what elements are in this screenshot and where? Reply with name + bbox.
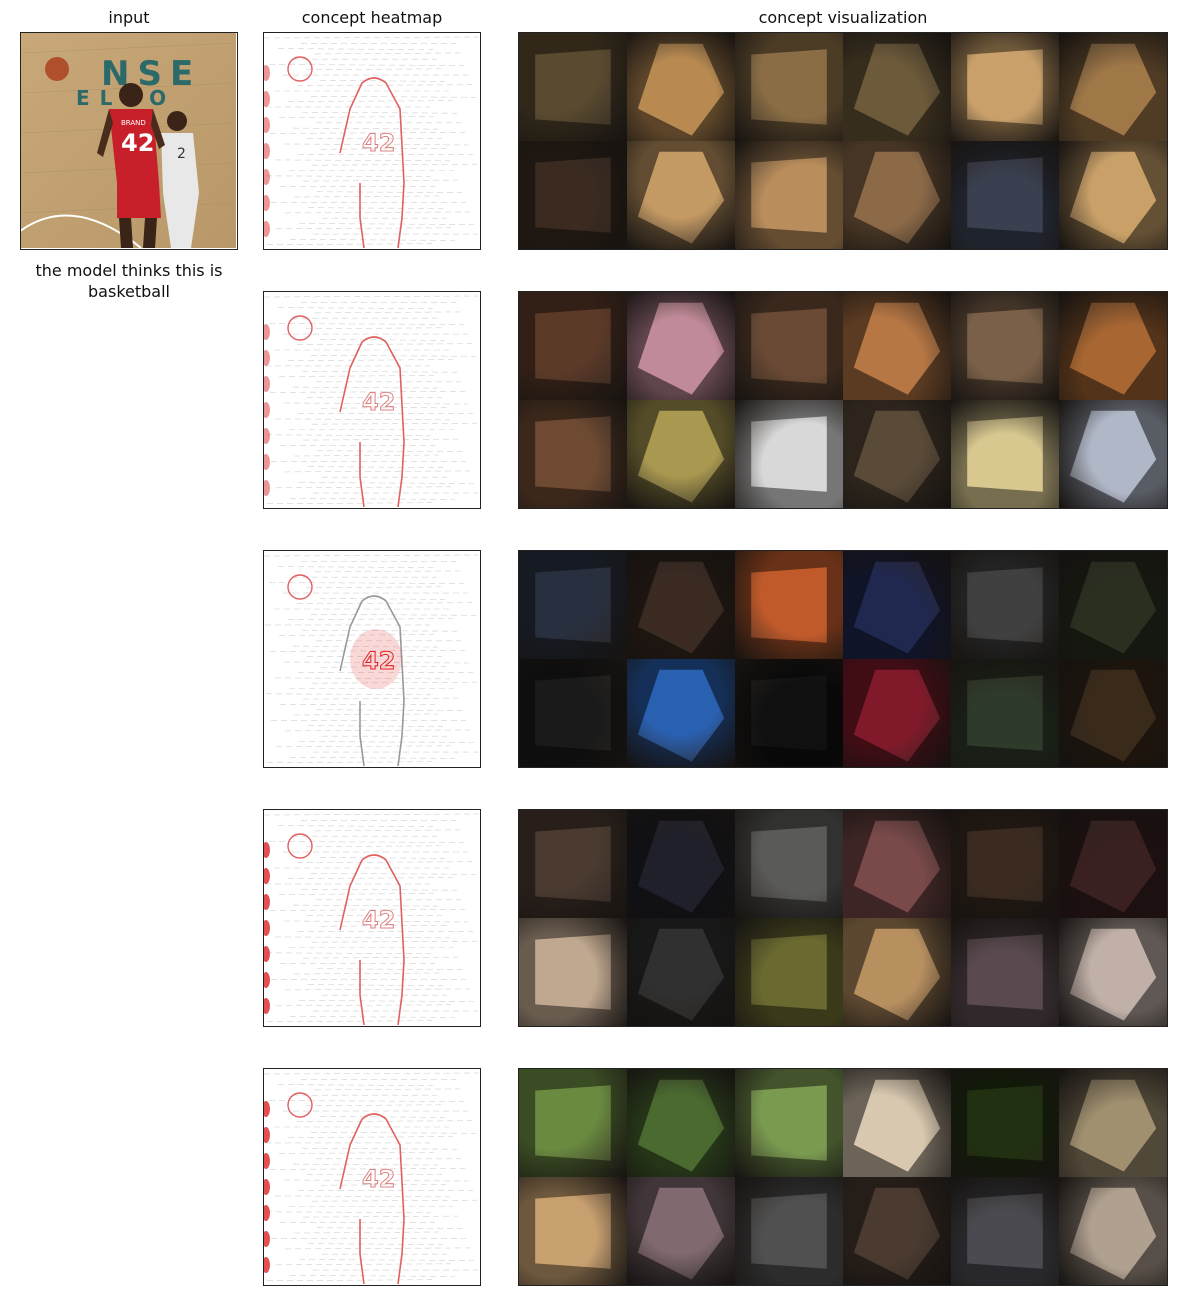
concept-image-tile bbox=[519, 33, 627, 141]
concept-image-tile bbox=[843, 810, 951, 918]
concept-heatmap: 42 bbox=[263, 550, 481, 768]
concept-image-tile bbox=[1059, 292, 1167, 400]
heatmap-header: concept heatmap bbox=[301, 8, 443, 27]
prediction-caption: the model thinks this is basketball bbox=[35, 261, 223, 301]
input-image: NSE ELHO 2 BRAND 42 bbox=[20, 32, 238, 250]
concept-visualization-grid bbox=[518, 809, 1168, 1027]
concept-image-tile bbox=[627, 659, 735, 767]
concept-image-tile bbox=[843, 659, 951, 767]
concept-image-tile bbox=[735, 400, 843, 508]
concept-image-tile bbox=[951, 659, 1059, 767]
concept-image-tile bbox=[627, 400, 735, 508]
jersey-name: BRAND bbox=[121, 119, 146, 127]
concept-image-tile bbox=[519, 1177, 627, 1285]
concept-image-tile bbox=[951, 1177, 1059, 1285]
concept-image-tile bbox=[951, 810, 1059, 918]
concept-heatmap: 42 bbox=[263, 809, 481, 1027]
concept-image-tile bbox=[1059, 810, 1167, 918]
svg-text:42: 42 bbox=[362, 129, 395, 157]
floor-text-1: NSE bbox=[101, 54, 201, 94]
jersey-number: 42 bbox=[121, 129, 154, 157]
concept-image-tile bbox=[843, 141, 951, 249]
concept-image-tile bbox=[627, 1069, 735, 1177]
concept-image-tile bbox=[627, 551, 735, 659]
concept-image-tile bbox=[735, 1069, 843, 1177]
svg-text:42: 42 bbox=[362, 647, 395, 675]
concept-heatmap: 42 bbox=[263, 1068, 481, 1286]
concept-image-tile bbox=[843, 551, 951, 659]
concept-visualization-grid bbox=[518, 550, 1168, 768]
concept-image-tile bbox=[1059, 551, 1167, 659]
concept-image-tile bbox=[843, 33, 951, 141]
concept-image-tile bbox=[951, 292, 1059, 400]
visualization-header: concept visualization bbox=[758, 8, 928, 27]
concept-image-tile bbox=[951, 918, 1059, 1026]
concept-image-tile bbox=[951, 141, 1059, 249]
concept-image-tile bbox=[627, 33, 735, 141]
concept-heatmap: 42 bbox=[263, 32, 481, 250]
concept-image-tile bbox=[1059, 1177, 1167, 1285]
concept-image-tile bbox=[1059, 400, 1167, 508]
concept-image-tile bbox=[951, 551, 1059, 659]
concept-image-tile bbox=[1059, 1069, 1167, 1177]
input-header: input bbox=[108, 8, 150, 27]
concept-image-tile bbox=[735, 141, 843, 249]
concept-image-tile bbox=[735, 551, 843, 659]
concept-image-tile bbox=[843, 292, 951, 400]
concept-image-tile bbox=[519, 292, 627, 400]
concept-image-tile bbox=[627, 292, 735, 400]
concept-image-tile bbox=[735, 33, 843, 141]
concept-image-tile bbox=[519, 810, 627, 918]
concept-image-tile bbox=[1059, 659, 1167, 767]
concept-image-tile bbox=[519, 918, 627, 1026]
concept-image-tile bbox=[627, 810, 735, 918]
concept-image-tile bbox=[627, 1177, 735, 1285]
concept-image-tile bbox=[627, 918, 735, 1026]
concept-image-tile bbox=[519, 400, 627, 508]
concept-image-tile bbox=[843, 400, 951, 508]
concept-image-tile bbox=[1059, 141, 1167, 249]
concept-image-tile bbox=[843, 1177, 951, 1285]
concept-image-tile bbox=[951, 400, 1059, 508]
concept-image-tile bbox=[735, 810, 843, 918]
concept-image-tile bbox=[1059, 33, 1167, 141]
concept-image-tile bbox=[735, 918, 843, 1026]
opponent-number: 2 bbox=[177, 146, 186, 162]
concept-image-tile bbox=[843, 918, 951, 1026]
concept-image-tile bbox=[735, 1177, 843, 1285]
concept-image-tile bbox=[519, 551, 627, 659]
svg-text:42: 42 bbox=[362, 388, 395, 416]
concept-image-tile bbox=[627, 141, 735, 249]
concept-image-tile bbox=[519, 659, 627, 767]
concept-image-tile bbox=[735, 659, 843, 767]
concept-visualization-grid bbox=[518, 1068, 1168, 1286]
concept-visualization-grid bbox=[518, 291, 1168, 509]
svg-text:42: 42 bbox=[362, 906, 395, 934]
basketball-icon bbox=[45, 57, 69, 81]
concept-image-tile bbox=[1059, 918, 1167, 1026]
concept-image-tile bbox=[951, 33, 1059, 141]
concept-visualization-grid bbox=[518, 32, 1168, 250]
concept-image-tile bbox=[843, 1069, 951, 1177]
concept-image-tile bbox=[735, 292, 843, 400]
concept-image-tile bbox=[519, 141, 627, 249]
concept-image-tile bbox=[951, 1069, 1059, 1177]
concept-heatmap: 42 bbox=[263, 291, 481, 509]
concept-image-tile bbox=[519, 1069, 627, 1177]
svg-text:42: 42 bbox=[362, 1165, 395, 1193]
